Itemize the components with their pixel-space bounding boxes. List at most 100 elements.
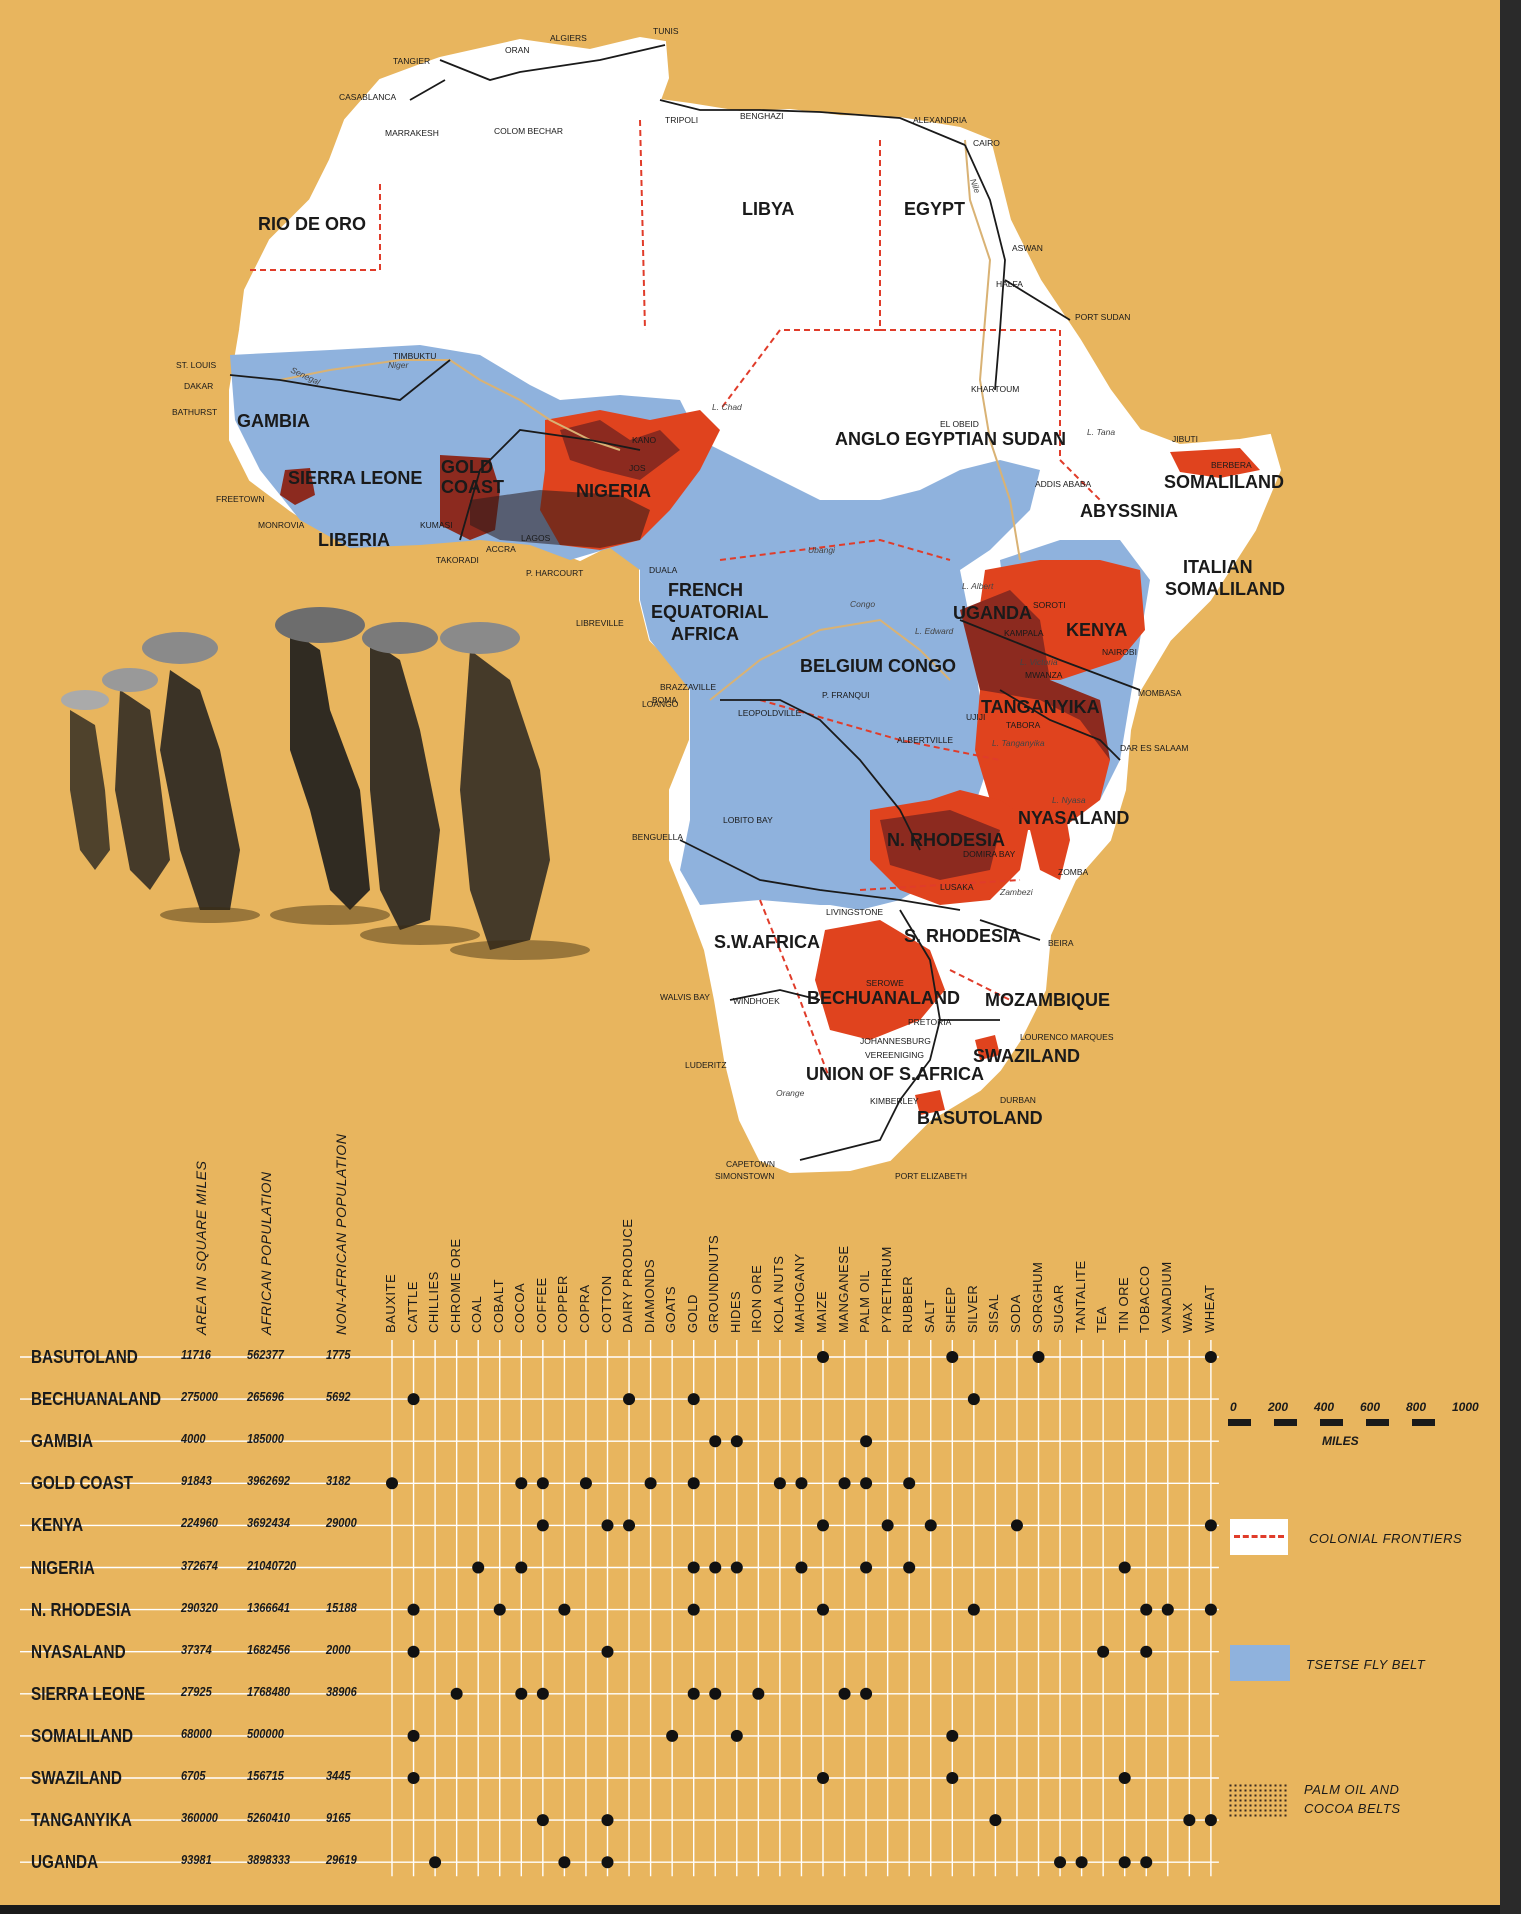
tsetse-label: TSETSE FLY BELT [1306,1657,1426,1672]
product-header: WAX [1180,1302,1196,1333]
city-label: CASABLANCA [339,92,396,102]
product-header: CHILLIES [426,1271,442,1333]
product-header: KOLA NUTS [770,1255,786,1333]
african-population-value: 3962692 [247,1473,291,1489]
city-label: LEOPOLDVILLE [738,708,802,718]
non-african-population-value: 1775 [326,1347,351,1362]
country-label: LIBYA [742,199,794,219]
territory-name: N. RHODESIA [31,1599,132,1620]
african-population-value: 3692434 [247,1515,291,1531]
city-label: MONROVIA [258,520,305,530]
city-label: MOMBASA [1138,688,1182,698]
product-dot [666,1729,679,1742]
city-label: ST. LOUIS [176,360,216,370]
product-header: TIN ORE [1115,1276,1131,1333]
city-label: KUMASI [420,520,453,530]
product-dot [860,1561,873,1574]
city-label: SIMONSTOWN [715,1171,774,1180]
product-dot [838,1687,851,1700]
product-header: COAL [469,1295,485,1333]
nile-river [964,139,1021,561]
city-label: BEIRA [1048,938,1074,948]
stat-header-area: AREA IN SQUARE MILES [193,1160,209,1335]
tsetse-belt-south [680,820,900,905]
product-dot [407,1603,420,1616]
city-label: TAKORADI [436,555,479,565]
non-african-population-value: 5692 [326,1389,351,1405]
product-dot [946,1772,959,1784]
city-label: LAGOS [521,533,551,543]
city-label: KHARTOUM [971,384,1019,394]
city-label: JIBUTI [1172,434,1198,444]
country-label: RIO DE ORO [258,214,366,234]
product-header: CATTLE [404,1281,420,1333]
bechuanaland-red [815,920,945,1040]
scale-tick-label: 400 [1314,1400,1335,1414]
product-header: SUGAR [1051,1284,1067,1333]
product-dot [536,1814,549,1827]
non-african-population-value: 15188 [326,1599,357,1615]
city-label: TRIPOLI [665,115,698,125]
product-header: MAIZE [814,1290,829,1333]
product-dot [1118,1561,1131,1574]
city-label: KANO [632,435,656,445]
country-label: BASUTOLAND [917,1108,1043,1128]
city-label: BRAZZAVILLE [660,682,716,692]
territory-name: KENYA [31,1515,84,1536]
country-label: FRENCH [668,580,743,600]
product-header: GOLD [684,1294,700,1333]
territory-name: BECHUANALAND [31,1389,162,1410]
product-header: SALT [921,1299,937,1333]
nyasaland-red [1030,780,1070,880]
area-value: 6705 [181,1768,206,1783]
product-header: SODA [1007,1294,1023,1333]
country-label: NIGERIA [576,481,651,501]
city-label: LUDERITZ [685,1060,727,1070]
area-value: 275000 [181,1389,218,1405]
country-label: LIBERIA [318,530,390,550]
product-dot [558,1603,571,1616]
product-header: TOBACCO [1137,1265,1153,1333]
product-dot [730,1729,743,1742]
product-dot [946,1729,959,1742]
product-header: TANTALITE [1072,1260,1088,1333]
country-label: AFRICA [671,624,739,644]
product-dot [881,1519,894,1532]
area-value: 360000 [181,1810,218,1826]
product-dot [493,1603,506,1616]
city-label: HALFA [996,279,1023,289]
niger-river [279,359,621,451]
product-dot [730,1435,743,1448]
product-header: COFFEE [533,1277,549,1333]
city-label: PRETORIA [908,1017,952,1027]
african-population-value: 1768480 [247,1683,291,1699]
country-label: TANGANYIKA [981,697,1100,717]
product-dot [644,1477,657,1490]
tanganyika-red [975,690,1110,830]
product-dot [687,1477,700,1490]
territory-name: SWAZILAND [31,1768,122,1788]
product-header: CHROME ORE [447,1238,463,1333]
city-label: MARRAKESH [385,128,439,138]
photograph-women-carrying-loads [61,607,590,960]
area-value: 37374 [181,1641,212,1657]
african-population-value: 500000 [247,1725,284,1741]
product-header: MANGANESE [835,1245,851,1333]
product-header: BAUXITE [383,1273,398,1333]
product-dot [1161,1603,1174,1616]
product-dot [536,1477,549,1490]
city-label: P. FRANQUI [822,690,870,700]
scale-unit: MILES [1322,1434,1359,1448]
product-dot [601,1856,614,1869]
product-header: TEA [1094,1306,1110,1333]
city-label: VEREENIGING [865,1050,924,1060]
product-dot [1032,1351,1045,1363]
city-label: DAKAR [184,381,213,391]
african-population-value: 265696 [247,1389,284,1405]
product-header: WHEAT [1201,1284,1217,1333]
product-dot [1118,1856,1131,1869]
country-label: UGANDA [953,603,1032,623]
somaliland-red [1170,448,1260,478]
water-label: L. Tana [1087,427,1115,437]
